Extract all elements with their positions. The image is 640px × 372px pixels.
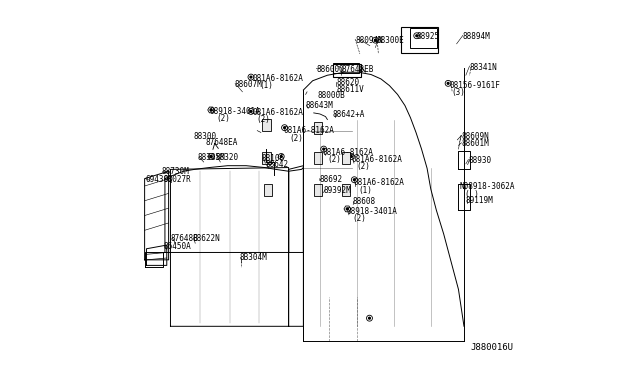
Bar [410,28,437,48]
Circle shape [447,83,449,84]
Text: 081A6-8162A: 081A6-8162A [353,178,404,187]
Text: (2): (2) [289,134,303,143]
Text: 89119M: 89119M [465,196,493,205]
Text: 89392M: 89392M [323,186,351,195]
Circle shape [284,127,285,129]
Text: N08918-3062A: N08918-3062A [460,182,515,191]
FancyBboxPatch shape [314,153,322,164]
Text: (2): (2) [327,155,341,164]
Text: 88925: 88925 [417,32,440,41]
Text: 081A6-8162A: 081A6-8162A [252,108,303,117]
Text: 88642+A: 88642+A [333,109,365,119]
Text: 88341N: 88341N [470,63,497,72]
FancyBboxPatch shape [262,153,271,164]
Bar [333,64,362,77]
Circle shape [210,109,212,111]
Circle shape [416,35,418,36]
Text: 88622N: 88622N [193,234,220,243]
Text: 98027R: 98027R [163,175,191,184]
Text: 88305M: 88305M [197,153,225,162]
Text: 69430Q: 69430Q [145,175,173,184]
Circle shape [374,39,376,41]
Text: (2): (2) [257,115,270,124]
Text: (2): (2) [356,162,370,171]
Text: 88106: 88106 [262,154,285,163]
Text: 08918-3401A: 08918-3401A [210,107,261,116]
FancyBboxPatch shape [314,184,322,196]
Text: 081A6-8162A: 081A6-8162A [351,155,402,164]
Text: (3): (3) [452,89,466,97]
Text: 86450A: 86450A [163,243,191,251]
Text: 081A6-8162A: 081A6-8162A [253,74,303,83]
Text: 88094N: 88094N [355,36,383,45]
FancyBboxPatch shape [262,119,271,131]
Bar [333,63,359,73]
Circle shape [351,155,352,157]
Text: 87648EA: 87648EA [205,138,238,147]
Text: 081A6-8162A: 081A6-8162A [284,126,335,135]
Text: 88930: 88930 [468,155,492,165]
Circle shape [353,179,355,181]
Text: 88642: 88642 [266,160,289,169]
Circle shape [369,317,371,319]
Text: 88607M: 88607M [234,80,262,89]
Text: 88692: 88692 [320,175,343,184]
Circle shape [323,148,324,150]
Text: 88611V: 88611V [336,85,364,94]
Text: 88608: 88608 [352,197,375,206]
Text: 88000B: 88000B [317,91,345,100]
FancyBboxPatch shape [314,122,322,134]
FancyBboxPatch shape [342,184,350,196]
Circle shape [280,155,282,157]
Circle shape [250,110,252,112]
Text: 88300: 88300 [193,132,216,141]
Text: 88643M: 88643M [305,101,333,110]
Text: 88894M: 88894M [463,32,491,41]
Circle shape [346,208,348,210]
FancyBboxPatch shape [264,184,273,196]
Text: 88300E: 88300E [376,36,404,45]
Text: 88730M: 88730M [162,167,189,176]
Text: 88320: 88320 [216,153,239,162]
Text: 88609N: 88609N [461,132,489,141]
Text: J880016U: J880016U [470,343,514,352]
Text: (1): (1) [259,81,273,90]
Text: 08918-3401A: 08918-3401A [347,206,398,216]
Text: ( ): ( ) [465,190,479,199]
Bar [401,27,438,53]
Text: 08156-9161F: 08156-9161F [449,81,500,90]
Circle shape [250,76,252,78]
Text: (1): (1) [358,186,372,195]
FancyBboxPatch shape [342,153,350,164]
Text: 8B304M: 8B304M [239,253,268,263]
Text: 88620: 88620 [337,78,360,87]
Text: (2): (2) [216,114,230,123]
Text: 081A6-8162A: 081A6-8162A [323,148,374,157]
Text: 88600Q: 88600Q [316,65,344,74]
Circle shape [210,155,212,157]
Text: (2): (2) [353,214,366,223]
Text: 87648E: 87648E [170,234,198,243]
Text: 88601M: 88601M [461,139,489,148]
Text: 87648EB: 87648EB [341,65,374,74]
